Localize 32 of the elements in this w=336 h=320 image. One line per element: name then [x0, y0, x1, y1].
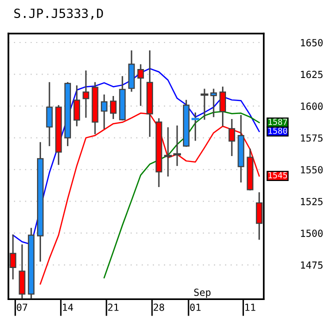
- candlestick: [18, 244, 26, 299]
- candlestick: [82, 70, 90, 118]
- y-tick-label: 1550: [301, 166, 323, 174]
- x-tick-label: 07: [16, 304, 28, 311]
- data-label: 1580: [268, 128, 288, 134]
- data-label: 1545: [268, 172, 287, 178]
- annotation: Sep: [194, 288, 211, 298]
- candlestick: [192, 112, 200, 141]
- chart-title: S.JP.J5333,D: [14, 8, 103, 20]
- y-tick-label: 1625: [301, 70, 323, 78]
- x-tick-label: 14: [62, 304, 74, 311]
- y-tick-label: 1475: [301, 262, 323, 269]
- candlestick: [74, 85, 80, 126]
- candlestick: [256, 192, 262, 240]
- y-tick-label: 1575: [301, 134, 323, 142]
- y-tick-label: 1650: [301, 39, 323, 46]
- x-tick-label: 11: [245, 304, 256, 311]
- x-tick-label: 28: [154, 304, 164, 311]
- candlestick: [137, 64, 144, 106]
- x-tick-label: 21: [108, 304, 118, 311]
- candlestick: [10, 234, 16, 280]
- x-tick-label: 01: [190, 304, 201, 311]
- y-tick-label: 1600: [301, 102, 323, 110]
- y-tick-label: 1525: [301, 198, 323, 206]
- candlestick: [46, 82, 53, 146]
- candlestick: [100, 94, 108, 129]
- y-tick-label: 1500: [301, 230, 323, 237]
- candlestick: [228, 118, 236, 156]
- data-label: 1587: [268, 118, 288, 125]
- candlestick: [200, 88, 208, 120]
- candlestick: [110, 96, 117, 120]
- candlestick: [210, 88, 217, 118]
